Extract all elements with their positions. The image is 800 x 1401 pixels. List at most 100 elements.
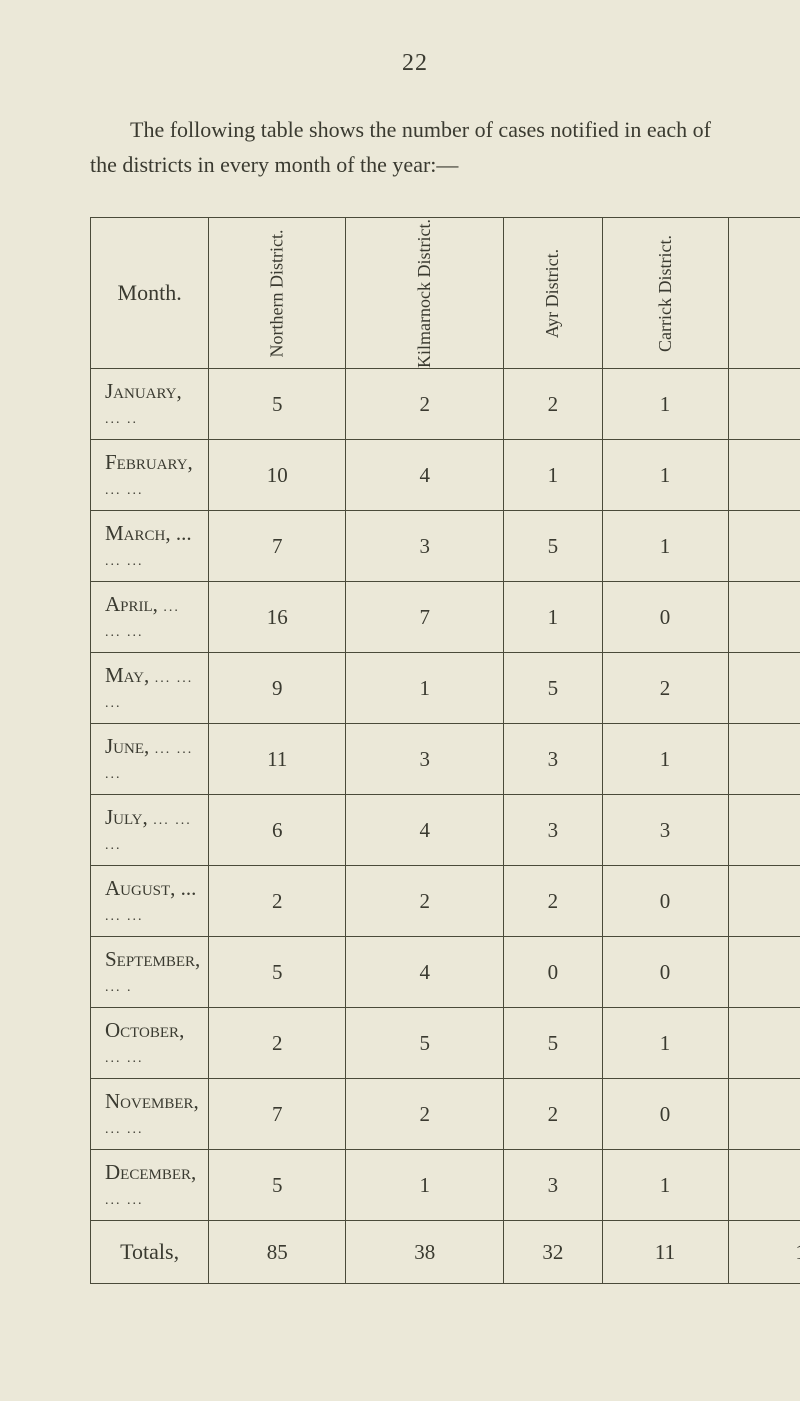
col-carrick: Carrick District. (602, 218, 728, 369)
value-cell: 4 (346, 795, 504, 866)
month-cell: November, ... ... (91, 1079, 209, 1150)
table-row: May, ... ... ...915217 (91, 653, 800, 724)
value-cell: 17 (728, 653, 800, 724)
value-cell: 0 (602, 582, 728, 653)
value-cell: 4 (346, 937, 504, 1008)
intro-paragraph: The following table shows the number of … (90, 112, 740, 182)
value-cell: 5 (209, 369, 346, 440)
value-cell: 0 (602, 937, 728, 1008)
value-cell: 4 (346, 440, 504, 511)
value-cell: 5 (209, 937, 346, 1008)
value-cell: 13 (728, 1008, 800, 1079)
month-cell: June, ... ... ... (91, 724, 209, 795)
value-cell: 3 (346, 724, 504, 795)
month-cell: August, ... ... ... (91, 866, 209, 937)
month-cell: February, ... ... (91, 440, 209, 511)
value-cell: 2 (346, 866, 504, 937)
value-cell: 2 (209, 866, 346, 937)
value-cell: 7 (209, 1079, 346, 1150)
totals-row: Totals, 85 38 32 11 166 (91, 1221, 800, 1284)
value-cell: 1 (602, 440, 728, 511)
value-cell: 0 (602, 1079, 728, 1150)
month-cell: May, ... ... ... (91, 653, 209, 724)
table-row: April, ... ... ...1671024 (91, 582, 800, 653)
document-page: 22 The following table shows the number … (0, 0, 800, 1401)
value-cell: 9 (209, 653, 346, 724)
value-cell: 3 (346, 511, 504, 582)
value-cell: 2 (504, 866, 602, 937)
table-row: September, ... .54009 (91, 937, 800, 1008)
col-county: County (non-burghal) (728, 218, 800, 369)
cases-table: Month. Northern District. Kilmarnock Dis… (90, 217, 800, 1284)
value-cell: 7 (346, 582, 504, 653)
value-cell: 5 (209, 1150, 346, 1221)
value-cell: 1 (346, 1150, 504, 1221)
value-cell: 16 (728, 511, 800, 582)
col-kilmarnock: Kilmarnock District. (346, 218, 504, 369)
month-cell: March, ... ... ... (91, 511, 209, 582)
value-cell: 0 (504, 937, 602, 1008)
value-cell: 3 (504, 795, 602, 866)
totals-ayr: 32 (504, 1221, 602, 1284)
value-cell: 9 (728, 937, 800, 1008)
value-cell: 5 (504, 511, 602, 582)
month-cell: September, ... . (91, 937, 209, 1008)
value-cell: 6 (209, 795, 346, 866)
table-row: July, ... ... ...643316 (91, 795, 800, 866)
table-row: June, ... ... ...1133118 (91, 724, 800, 795)
value-cell: 5 (504, 1008, 602, 1079)
value-cell: 1 (602, 724, 728, 795)
value-cell: 11 (728, 1079, 800, 1150)
totals-northern: 85 (209, 1221, 346, 1284)
value-cell: 7 (209, 511, 346, 582)
totals-county: 166 (728, 1221, 800, 1284)
month-cell: January, ... .. (91, 369, 209, 440)
value-cell: 2 (504, 1079, 602, 1150)
month-cell: April, ... ... ... (91, 582, 209, 653)
value-cell: 16 (728, 795, 800, 866)
value-cell: 2 (209, 1008, 346, 1079)
month-cell: July, ... ... ... (91, 795, 209, 866)
value-cell: 1 (602, 369, 728, 440)
value-cell: 16 (209, 582, 346, 653)
value-cell: 24 (728, 582, 800, 653)
value-cell: 3 (504, 1150, 602, 1221)
col-ayr: Ayr District. (504, 218, 602, 369)
value-cell: 1 (504, 440, 602, 511)
month-cell: December, ... ... (91, 1150, 209, 1221)
table-row: August, ... ... ...22206 (91, 866, 800, 937)
value-cell: 6 (728, 866, 800, 937)
value-cell: 1 (602, 511, 728, 582)
table-row: March, ... ... ...735116 (91, 511, 800, 582)
value-cell: 16 (728, 440, 800, 511)
value-cell: 11 (209, 724, 346, 795)
value-cell: 3 (504, 724, 602, 795)
page-number: 22 (90, 50, 740, 77)
value-cell: 18 (728, 724, 800, 795)
table-row: November, ... ...722011 (91, 1079, 800, 1150)
table-row: December, ... ...513110 (91, 1150, 800, 1221)
table-row: October, ... ...255113 (91, 1008, 800, 1079)
value-cell: 2 (346, 1079, 504, 1150)
value-cell: 10 (728, 369, 800, 440)
value-cell: 3 (602, 795, 728, 866)
value-cell: 2 (346, 369, 504, 440)
totals-carrick: 11 (602, 1221, 728, 1284)
totals-label: Totals, (91, 1221, 209, 1284)
value-cell: 1 (346, 653, 504, 724)
value-cell: 2 (602, 653, 728, 724)
totals-kilmarnock: 38 (346, 1221, 504, 1284)
value-cell: 5 (346, 1008, 504, 1079)
col-month: Month. (91, 218, 209, 369)
value-cell: 5 (504, 653, 602, 724)
value-cell: 1 (602, 1150, 728, 1221)
value-cell: 10 (728, 1150, 800, 1221)
value-cell: 0 (602, 866, 728, 937)
table-header-row: Month. Northern District. Kilmarnock Dis… (91, 218, 800, 369)
value-cell: 10 (209, 440, 346, 511)
value-cell: 1 (504, 582, 602, 653)
col-northern: Northern District. (209, 218, 346, 369)
table-row: January, ... ..522110 (91, 369, 800, 440)
table-row: February, ... ...1041116 (91, 440, 800, 511)
value-cell: 1 (602, 1008, 728, 1079)
